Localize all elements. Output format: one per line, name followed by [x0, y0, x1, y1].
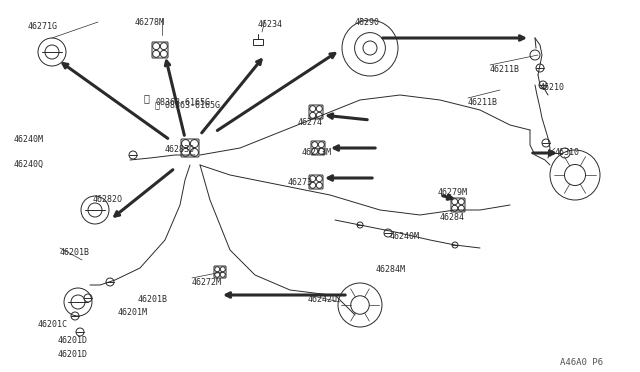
Bar	[253, 39, 263, 45]
Text: Ⓢ 08363-6165G: Ⓢ 08363-6165G	[155, 100, 220, 109]
Text: 46234: 46234	[258, 20, 283, 29]
Text: A46A0 P6: A46A0 P6	[560, 358, 603, 367]
Circle shape	[312, 148, 317, 154]
Text: 46211B: 46211B	[468, 98, 498, 107]
Circle shape	[182, 140, 189, 148]
Circle shape	[316, 112, 323, 118]
Text: 46274: 46274	[298, 118, 323, 127]
Circle shape	[215, 272, 220, 277]
Text: 46201D: 46201D	[58, 350, 88, 359]
Text: 46240M: 46240M	[14, 135, 44, 144]
Circle shape	[310, 112, 316, 118]
Text: 46284M: 46284M	[376, 265, 406, 274]
Text: 46201B: 46201B	[60, 248, 90, 257]
Text: 46201D: 46201D	[58, 336, 88, 345]
Circle shape	[310, 176, 316, 182]
Circle shape	[316, 176, 323, 182]
Text: 08363-6165G: 08363-6165G	[155, 98, 210, 107]
Text: 46211B: 46211B	[490, 65, 520, 74]
Text: 46282O: 46282O	[93, 195, 123, 204]
Text: 46271G: 46271G	[28, 22, 58, 31]
Text: 46290: 46290	[355, 18, 380, 27]
Text: 46273M: 46273M	[302, 148, 332, 157]
Circle shape	[220, 267, 225, 272]
Circle shape	[316, 182, 323, 188]
Circle shape	[153, 50, 159, 57]
Circle shape	[220, 272, 225, 277]
Text: 46284: 46284	[440, 213, 465, 222]
Text: Ⓢ: Ⓢ	[143, 93, 149, 103]
Text: 46201M: 46201M	[118, 308, 148, 317]
Text: 46278M: 46278M	[135, 18, 165, 27]
Text: 46210: 46210	[540, 83, 565, 92]
Circle shape	[215, 267, 220, 272]
Circle shape	[316, 106, 323, 112]
Text: 46242U: 46242U	[308, 295, 338, 304]
Circle shape	[452, 199, 458, 205]
Circle shape	[452, 205, 458, 211]
Circle shape	[191, 140, 198, 148]
Circle shape	[318, 142, 324, 148]
Text: 46273: 46273	[288, 178, 313, 187]
Text: 46279M: 46279M	[438, 188, 468, 197]
Circle shape	[153, 43, 159, 49]
Circle shape	[182, 148, 189, 156]
Circle shape	[310, 182, 316, 188]
Circle shape	[161, 50, 167, 57]
Text: 46201B: 46201B	[138, 295, 168, 304]
Text: 46240M: 46240M	[390, 232, 420, 241]
Circle shape	[310, 106, 316, 112]
Text: 46272M: 46272M	[192, 278, 222, 287]
Text: 46283O: 46283O	[165, 145, 195, 154]
Circle shape	[458, 199, 464, 205]
Circle shape	[312, 142, 317, 148]
Text: 46310: 46310	[555, 148, 580, 157]
Text: 46201C: 46201C	[38, 320, 68, 329]
Circle shape	[318, 148, 324, 154]
Circle shape	[161, 43, 167, 49]
Text: 46240Q: 46240Q	[14, 160, 44, 169]
Circle shape	[191, 148, 198, 156]
Circle shape	[458, 205, 464, 211]
